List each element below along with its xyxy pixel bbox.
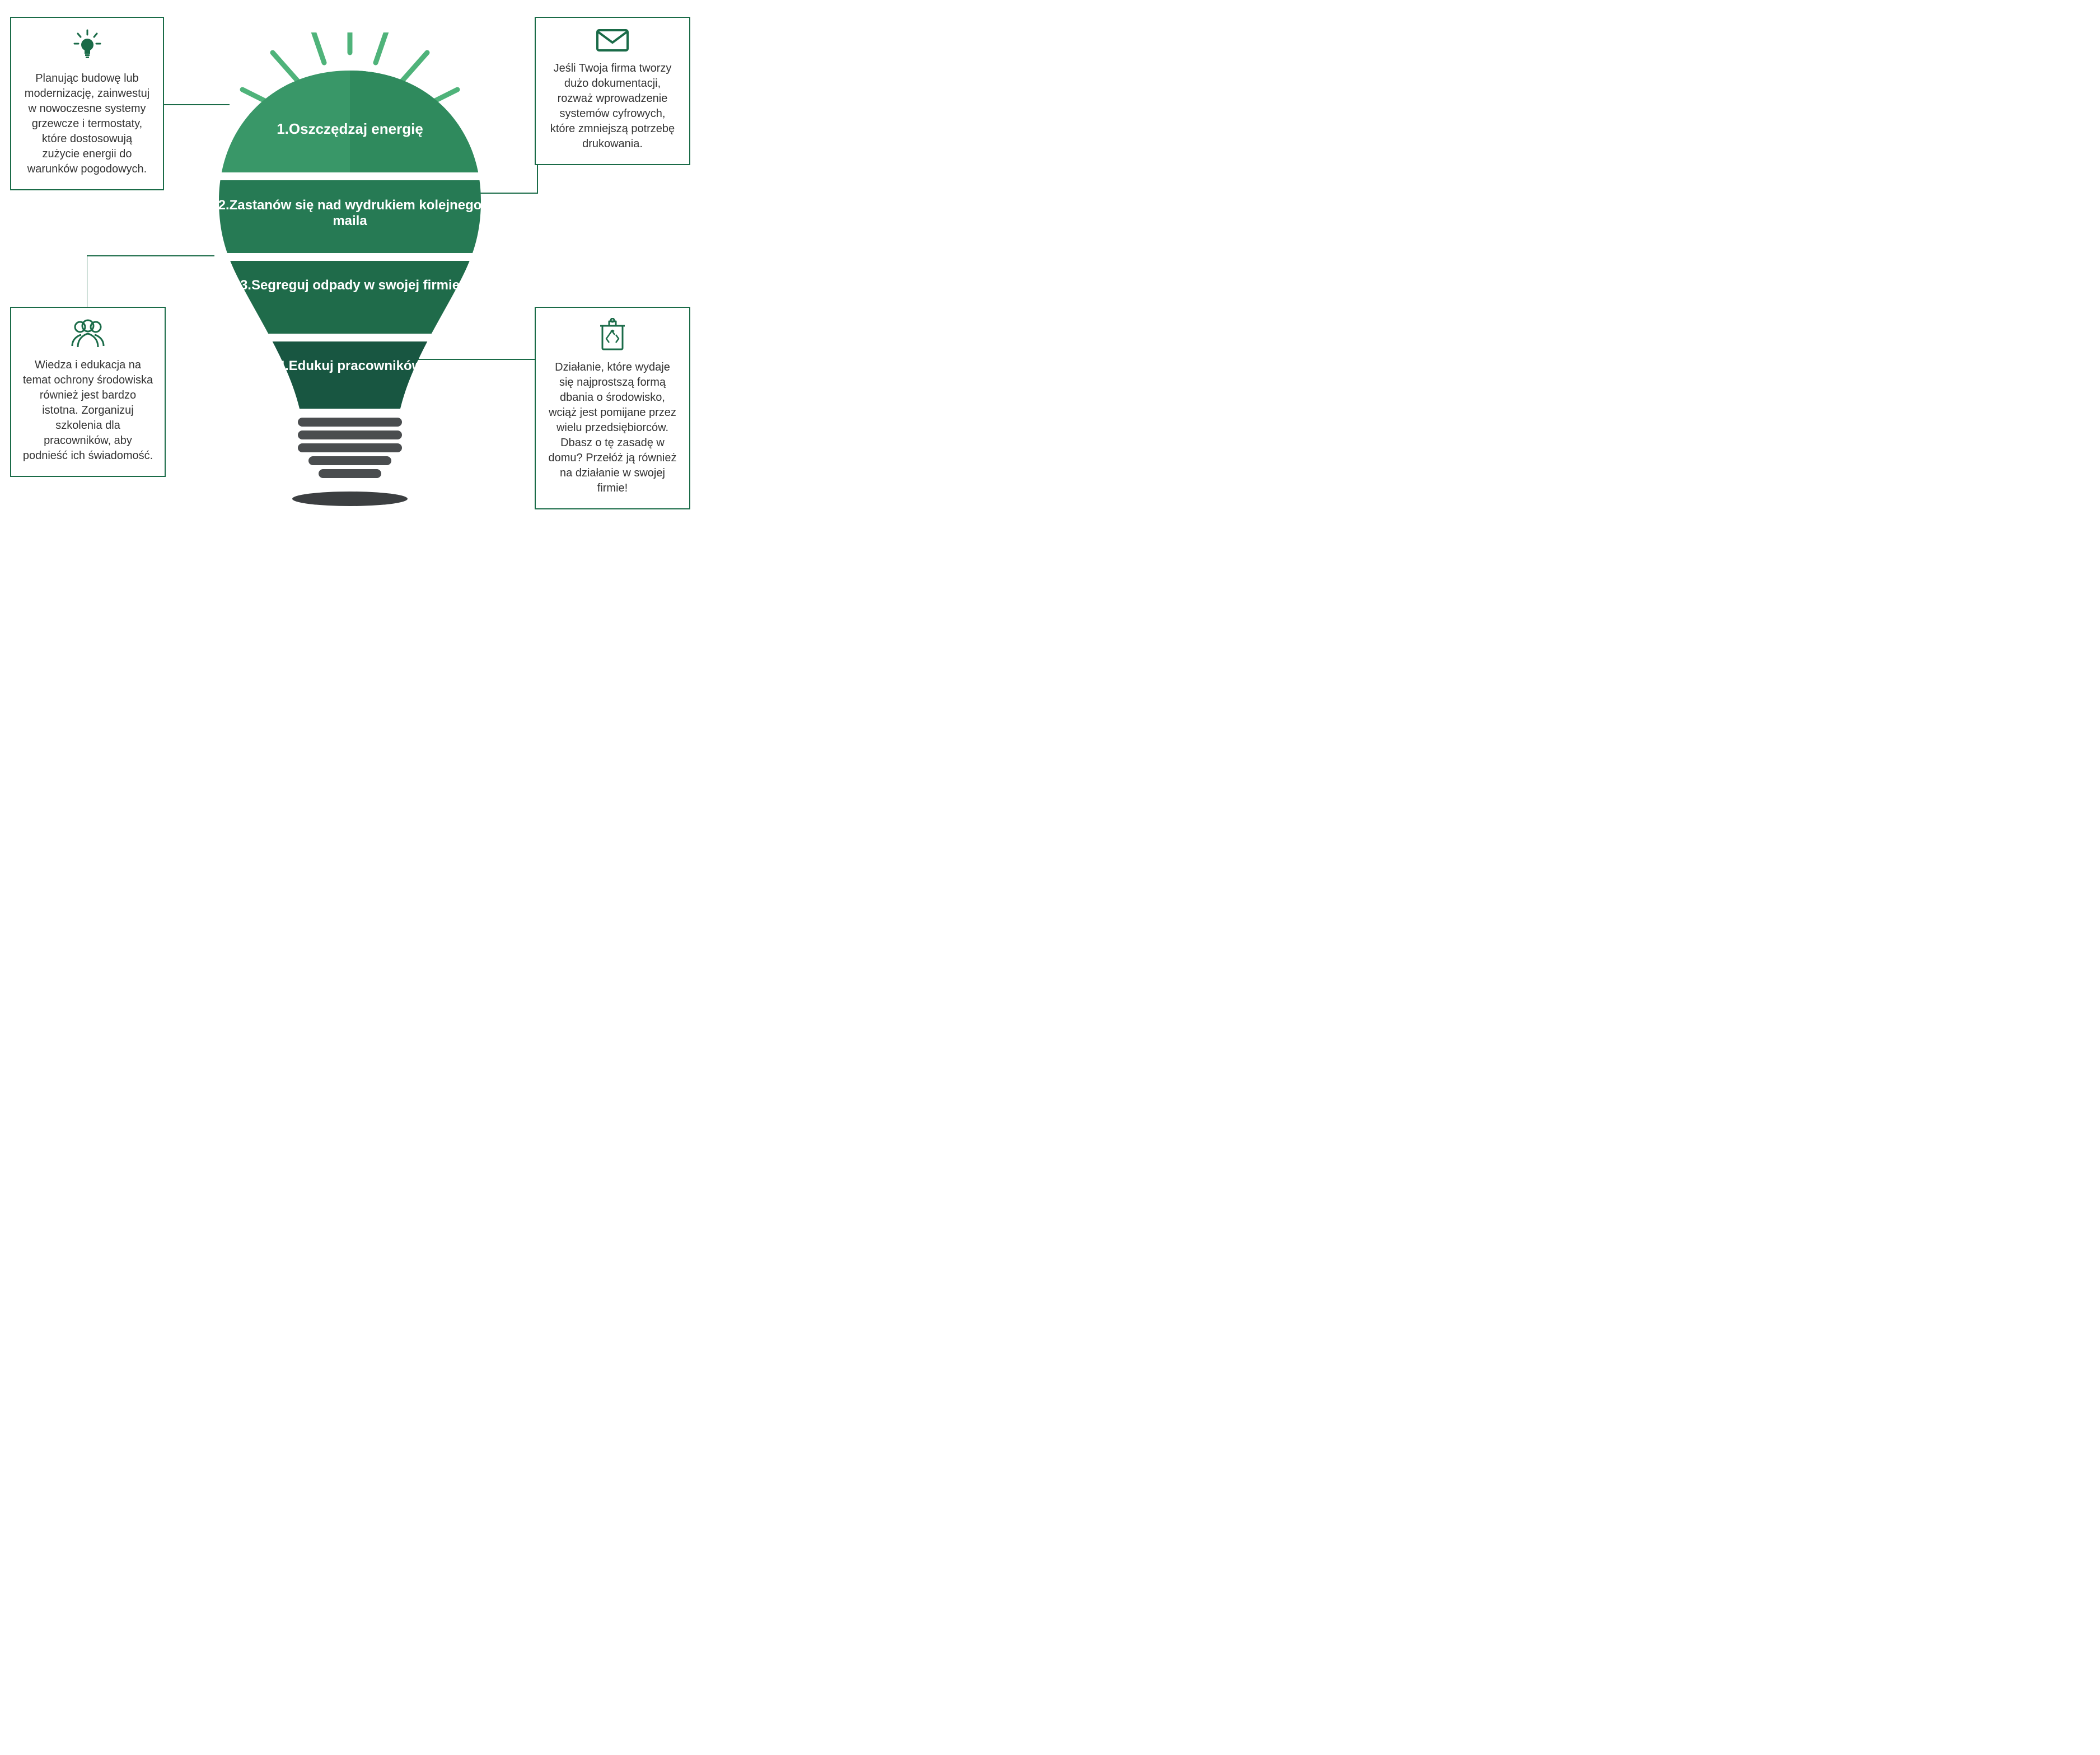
bulb-band-3-label: 3.Segreguj odpady w swojej firmie	[193, 278, 507, 293]
info-box-educate: Wiedza i edukacja na temat ochrony środo…	[10, 307, 166, 477]
info-box-energy: Planując budowę lub modernizację, zainwe…	[10, 17, 164, 190]
bulb-band-4-label: 4.Edukuj pracowników	[193, 358, 507, 374]
envelope-icon	[595, 28, 630, 55]
info-box-recycle: Działanie, które wydaje się najprostszą …	[535, 307, 690, 509]
bulb-band-2-label: 2.Zastanów się nad wydrukiem kolejnego m…	[193, 198, 507, 228]
bulb-body	[193, 32, 507, 458]
thread-row	[319, 469, 381, 478]
bulb-band-1-label: 1.Oszczędzaj energię	[193, 121, 507, 138]
thread-row	[298, 443, 402, 452]
info-box-text: Działanie, które wydaje się najprostszą …	[547, 360, 678, 496]
bulb-threads	[298, 418, 402, 478]
lightbulb-idea-icon	[72, 28, 102, 65]
recycle-bin-icon	[597, 318, 628, 354]
people-group-icon	[68, 318, 108, 352]
thread-row	[298, 418, 402, 427]
info-box-print: Jeśli Twoja firma tworzy dużo dokumentac…	[535, 17, 690, 165]
info-box-text: Jeśli Twoja firma tworzy dużo dokumentac…	[547, 61, 678, 152]
thread-row	[308, 456, 391, 465]
lightbulb-graphic: 1.Oszczędzaj energię 2.Zastanów się nad …	[193, 32, 507, 575]
bulb-shadow	[292, 492, 408, 506]
info-box-text: Planując budowę lub modernizację, zainwe…	[22, 71, 152, 177]
info-box-text: Wiedza i edukacja na temat ochrony środo…	[22, 358, 153, 464]
infographic-canvas: Planując budowę lub modernizację, zainwe…	[0, 0, 700, 585]
thread-row	[298, 430, 402, 439]
